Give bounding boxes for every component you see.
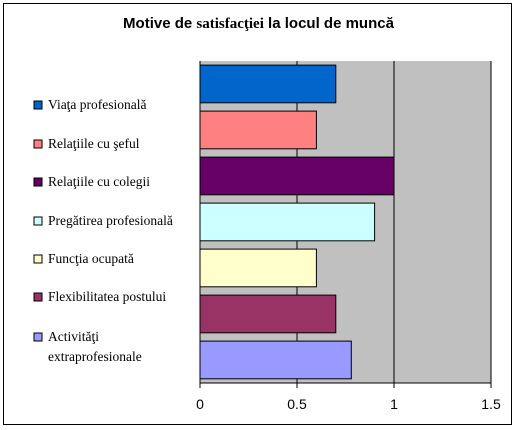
legend-label: Pregătirea profesională (48, 213, 173, 228)
legend-swatch (33, 216, 43, 226)
legend-label: Funcţia ocupată (48, 251, 134, 266)
bar (199, 248, 317, 288)
chart-title-part-1: Motive de (123, 15, 197, 32)
legend-swatch (33, 100, 43, 110)
x-tick-label: 1 (390, 396, 398, 412)
bar (199, 340, 352, 380)
legend-label: Viaţa profesională (48, 97, 147, 112)
legend-swatch (33, 177, 43, 187)
legend-swatch (33, 139, 43, 149)
bar (199, 294, 337, 334)
x-tick-label: 1.5 (481, 396, 501, 412)
chart-title-part-3: la locul de muncă (263, 15, 394, 32)
legend-label: Activităţi (48, 329, 99, 344)
legend-label: Flexibilitatea postului (48, 289, 166, 304)
chart-title: Motive de satisfacţiei la locul de muncă (0, 15, 517, 33)
bar (199, 156, 395, 196)
legend-label: extraprofesionale (48, 349, 142, 364)
legend-label: Relaţiile cu colegii (48, 174, 150, 189)
chart-title-part-2: satisfacţiei (196, 16, 264, 32)
legend-swatch (33, 332, 43, 342)
x-tick-label: 0.5 (287, 396, 307, 412)
legend: Viaţa profesională Relaţiile cu şeful Rela… (33, 97, 173, 364)
bar (199, 202, 376, 242)
bar (199, 64, 337, 104)
legend-label: Relaţiile cu şeful (48, 136, 140, 151)
plot-area (199, 61, 492, 383)
x-axis: 0 0.5 1 1.5 (196, 61, 501, 412)
legend-swatch (33, 254, 43, 264)
bar (199, 110, 317, 150)
legend-swatch (33, 292, 43, 302)
x-tick-label: 0 (196, 396, 204, 412)
